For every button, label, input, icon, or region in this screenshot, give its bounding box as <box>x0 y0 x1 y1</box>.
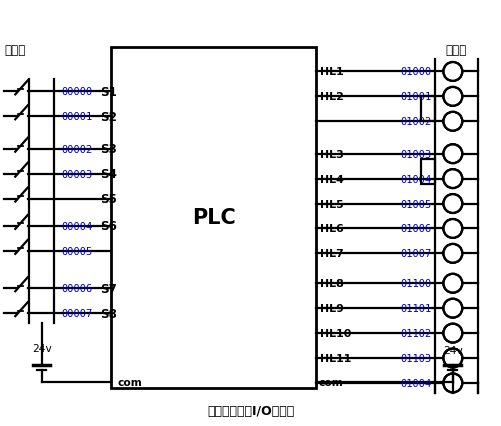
Text: 01002: 01002 <box>399 117 430 127</box>
Text: 01007: 01007 <box>399 249 430 259</box>
Text: 00006: 00006 <box>62 284 93 294</box>
Circle shape <box>443 63 461 81</box>
Circle shape <box>443 145 461 164</box>
Text: S3: S3 <box>100 143 117 156</box>
Circle shape <box>443 299 461 318</box>
Circle shape <box>443 170 461 188</box>
Circle shape <box>443 245 461 263</box>
Text: S6: S6 <box>100 220 117 233</box>
Text: HL11: HL11 <box>319 353 351 363</box>
Text: 01000: 01000 <box>399 67 430 77</box>
Text: 01006: 01006 <box>399 224 430 234</box>
Text: 01004: 01004 <box>399 174 430 184</box>
Text: 01001: 01001 <box>399 92 430 102</box>
Text: 01103: 01103 <box>399 353 430 363</box>
Circle shape <box>443 195 461 213</box>
Text: S7: S7 <box>100 282 117 295</box>
Text: 24v: 24v <box>442 345 462 355</box>
Text: S5: S5 <box>100 193 117 206</box>
Text: S2: S2 <box>100 111 117 124</box>
Text: HL7: HL7 <box>319 249 343 259</box>
Text: S1: S1 <box>100 86 117 99</box>
Text: 输出点: 输出点 <box>445 43 466 56</box>
Text: 00000: 00000 <box>62 87 93 97</box>
Circle shape <box>443 274 461 293</box>
Text: HL8: HL8 <box>319 279 343 288</box>
Text: 输入点: 输入点 <box>5 43 26 56</box>
Bar <box>421 159 434 184</box>
Text: HL2: HL2 <box>319 92 343 102</box>
Text: HL6: HL6 <box>319 224 343 234</box>
Text: 00003: 00003 <box>62 169 93 179</box>
Text: HL5: HL5 <box>319 199 343 209</box>
Circle shape <box>443 113 461 131</box>
Text: com: com <box>318 377 342 387</box>
Text: HL4: HL4 <box>319 174 343 184</box>
Circle shape <box>443 349 461 367</box>
Text: HL1: HL1 <box>319 67 343 77</box>
Text: HL10: HL10 <box>319 328 351 338</box>
Text: 00002: 00002 <box>62 144 93 154</box>
Circle shape <box>443 88 461 106</box>
Text: 24v: 24v <box>32 343 52 353</box>
Text: 01004: 01004 <box>399 378 430 388</box>
Text: PLC: PLC <box>191 208 235 228</box>
Text: 01003: 01003 <box>399 150 430 159</box>
Text: S4: S4 <box>100 168 117 181</box>
Text: 01100: 01100 <box>399 279 430 288</box>
Circle shape <box>443 220 461 238</box>
Text: HL9: HL9 <box>319 303 343 314</box>
Text: 智能抢答器的I/O配线图: 智能抢答器的I/O配线图 <box>207 404 294 417</box>
Text: HL3: HL3 <box>319 150 343 159</box>
Text: 00001: 00001 <box>62 112 93 122</box>
Circle shape <box>443 324 461 343</box>
Text: 00007: 00007 <box>62 308 93 318</box>
Bar <box>111 47 315 388</box>
Circle shape <box>443 374 461 392</box>
Text: com: com <box>117 377 142 387</box>
Text: S8: S8 <box>100 307 117 320</box>
Text: 01005: 01005 <box>399 199 430 209</box>
Text: 01101: 01101 <box>399 303 430 314</box>
Text: 00004: 00004 <box>62 222 93 231</box>
Text: 01102: 01102 <box>399 328 430 338</box>
Text: 00005: 00005 <box>62 246 93 256</box>
Bar <box>421 97 434 122</box>
